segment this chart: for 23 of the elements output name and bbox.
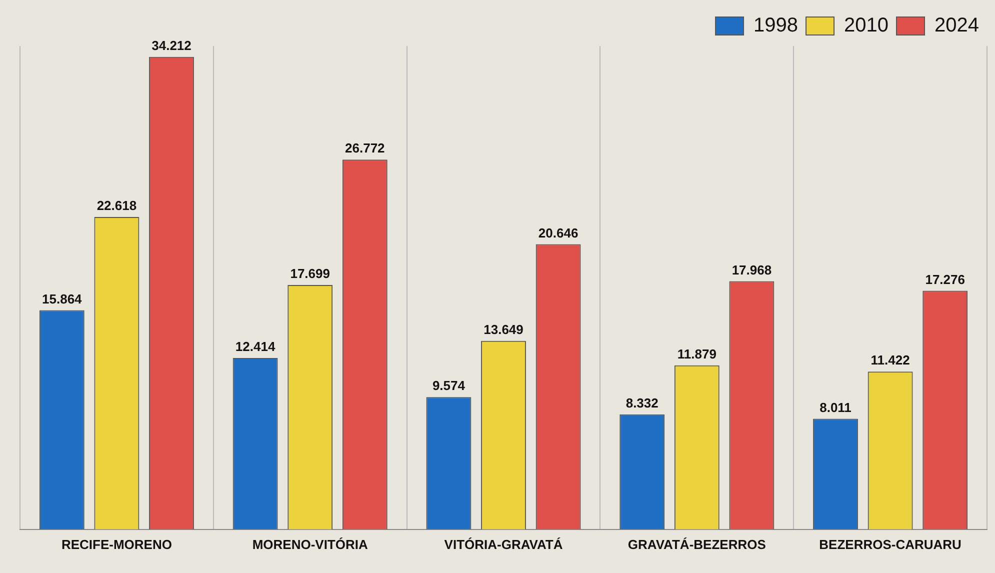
data-label: 9.574	[432, 378, 466, 394]
x-tick-label: VITÓRIA-GRAVATÁ	[444, 536, 564, 552]
data-label: 20.646	[538, 225, 578, 240]
legend-label: 2010	[844, 14, 889, 37]
data-label: 22.618	[96, 198, 137, 214]
data-label: 11.422	[870, 352, 910, 368]
data-label: 8.332	[626, 395, 658, 410]
data-label: 15.864	[42, 291, 83, 306]
data-label: 8.011	[820, 400, 852, 415]
data-label: 11.879	[677, 346, 716, 362]
data-label: 17.276	[925, 272, 965, 287]
data-label: 12.414	[235, 339, 276, 354]
data-label: 34.212	[152, 38, 192, 53]
legend-label: 1998	[754, 14, 798, 37]
legend-label: 2024	[934, 14, 980, 37]
data-label: 17.968	[732, 262, 772, 278]
x-tick-label: MORENO-VITÓRIA	[252, 536, 368, 552]
data-label: 17.699	[290, 266, 330, 282]
x-tick-label: GRAVATÁ-BEZERROS	[628, 536, 766, 552]
data-label: 13.649	[484, 322, 524, 337]
x-tick-label: RECIFE-MORENO	[61, 536, 172, 552]
x-tick-label: BEZERROS-CARUARU	[819, 536, 962, 552]
data-label: 26.772	[345, 140, 385, 156]
